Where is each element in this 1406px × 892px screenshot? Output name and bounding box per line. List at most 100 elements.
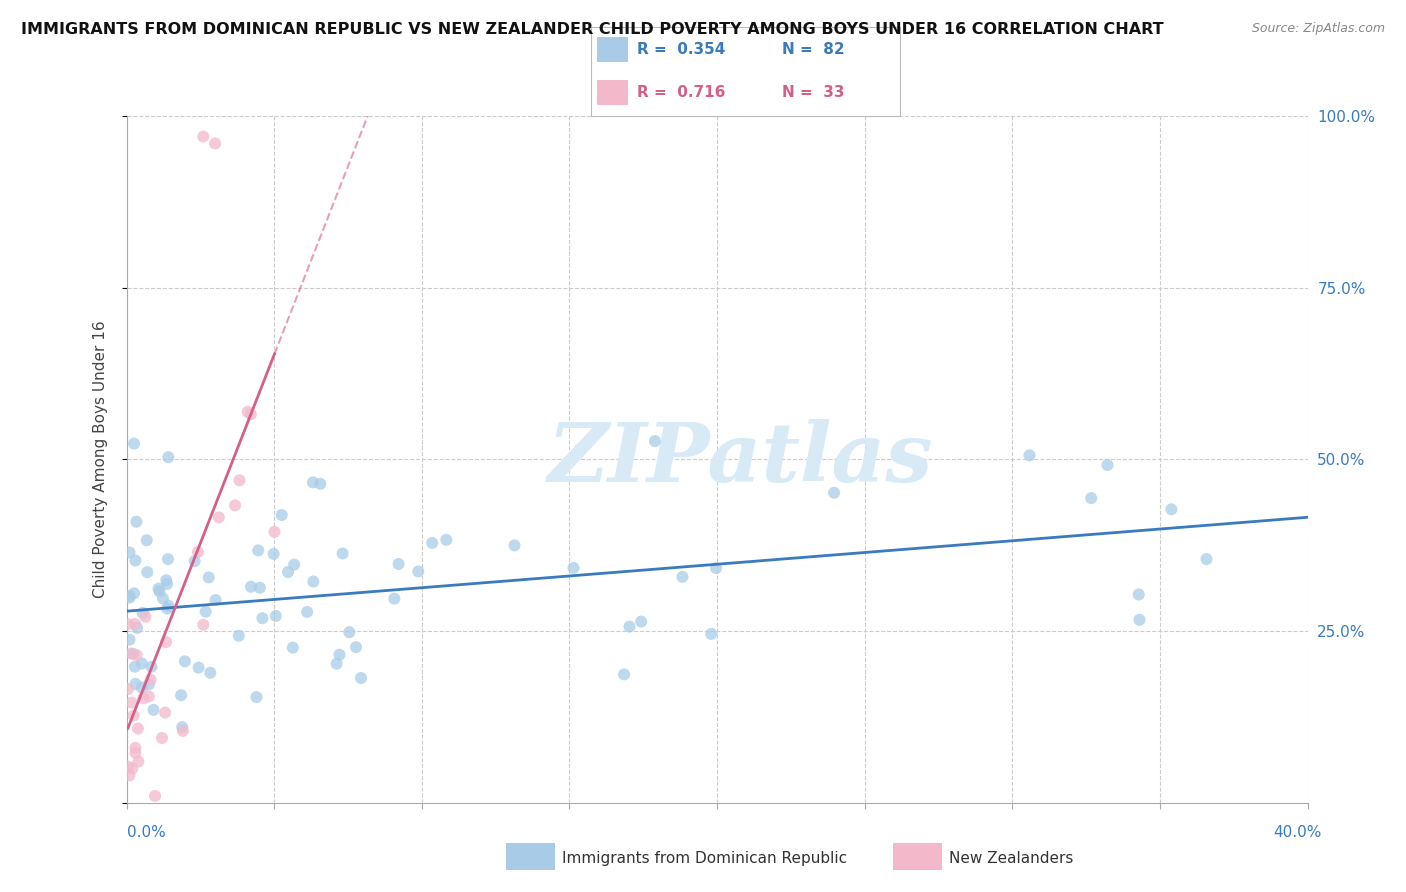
Point: [173, 654, 195, 668]
Text: N =  33: N = 33: [782, 85, 845, 100]
Point: [155, 574, 177, 588]
Text: R =  0.354: R = 0.354: [637, 42, 725, 57]
Point: [127, 722, 149, 736]
Point: [122, 586, 145, 600]
Point: [197, 570, 219, 584]
Point: [142, 703, 165, 717]
Point: [170, 688, 193, 702]
Point: [309, 476, 332, 491]
Point: [704, 561, 727, 575]
Point: [148, 584, 170, 599]
Text: IMMIGRANTS FROM DOMINICAN REPUBLIC VS NEW ZEALANDER CHILD POVERTY AMONG BOYS UND: IMMIGRANTS FROM DOMINICAN REPUBLIC VS NE…: [21, 22, 1164, 37]
Point: [194, 605, 217, 619]
Point: [122, 647, 145, 661]
Point: [236, 405, 259, 419]
Point: [208, 510, 231, 524]
Point: [224, 499, 246, 513]
Point: [1195, 552, 1218, 566]
Text: Immigrants from Dominican Republic: Immigrants from Dominican Republic: [562, 851, 848, 865]
Point: [124, 677, 146, 691]
Point: [127, 755, 149, 769]
Point: [157, 599, 180, 613]
Point: [228, 629, 250, 643]
Point: [118, 591, 141, 605]
Point: [118, 632, 141, 647]
Point: [120, 647, 142, 661]
Point: [263, 547, 285, 561]
Point: [1018, 448, 1040, 462]
Point: [156, 552, 179, 566]
Point: [204, 136, 226, 151]
Point: [264, 609, 287, 624]
Point: [121, 696, 143, 710]
Point: [118, 545, 141, 559]
Point: [124, 553, 146, 567]
Text: 0.0%: 0.0%: [127, 825, 166, 840]
Point: [823, 485, 845, 500]
Point: [325, 657, 347, 671]
Text: N =  82: N = 82: [782, 42, 845, 57]
Text: ZIPatlas: ZIPatlas: [548, 419, 934, 500]
Point: [247, 543, 270, 558]
Bar: [596, 37, 627, 62]
Point: [131, 681, 153, 695]
Point: [1160, 502, 1182, 516]
Point: [156, 601, 179, 615]
Point: [193, 617, 215, 632]
Point: [139, 673, 162, 687]
Point: [503, 538, 526, 552]
Point: [613, 667, 636, 681]
Point: [124, 659, 146, 673]
Point: [228, 473, 250, 487]
Point: [434, 533, 457, 547]
Point: [382, 591, 405, 606]
Point: [249, 581, 271, 595]
Point: [156, 577, 179, 591]
Point: [127, 621, 149, 635]
Point: [350, 671, 373, 685]
Text: New Zealanders: New Zealanders: [949, 851, 1073, 865]
Text: 40.0%: 40.0%: [1274, 825, 1322, 840]
Point: [131, 606, 153, 620]
Point: [134, 609, 156, 624]
Point: [295, 605, 318, 619]
Point: [118, 768, 141, 782]
Point: [124, 617, 146, 632]
Point: [204, 593, 226, 607]
Point: [150, 731, 173, 745]
Point: [302, 574, 325, 589]
Point: [270, 508, 292, 522]
Point: [143, 789, 166, 803]
Point: [283, 558, 305, 572]
Point: [239, 408, 262, 422]
Point: [239, 580, 262, 594]
Point: [172, 720, 194, 734]
Point: [122, 436, 145, 450]
Point: [125, 515, 148, 529]
Point: [252, 611, 274, 625]
Point: [118, 589, 141, 603]
Point: [135, 533, 157, 548]
Point: [124, 746, 146, 760]
Point: [281, 640, 304, 655]
Point: [117, 759, 139, 773]
Point: [332, 547, 354, 561]
Point: [187, 545, 209, 559]
Point: [172, 723, 194, 738]
Point: [263, 524, 285, 539]
Point: [1097, 458, 1119, 472]
Point: [200, 665, 222, 680]
Point: [344, 640, 367, 655]
Point: [277, 565, 299, 579]
Point: [136, 565, 159, 579]
Point: [125, 648, 148, 663]
Point: [562, 561, 585, 575]
Point: [148, 582, 170, 596]
Point: [157, 450, 180, 465]
Point: [132, 691, 155, 706]
Point: [155, 635, 177, 649]
Point: [152, 591, 174, 606]
Point: [420, 536, 443, 550]
Point: [187, 660, 209, 674]
Text: R =  0.716: R = 0.716: [637, 85, 725, 100]
